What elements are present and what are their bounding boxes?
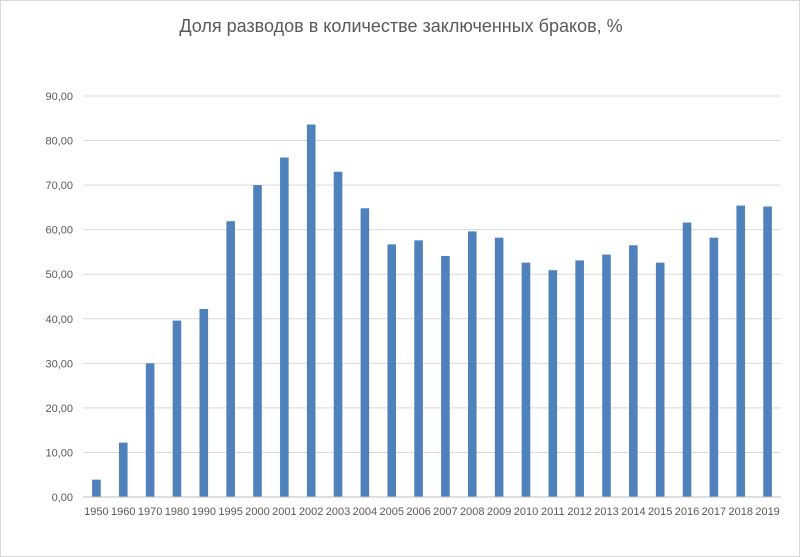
- bar-2013: [602, 254, 611, 497]
- bar-2009: [494, 237, 504, 498]
- x-tick-label: 2017: [702, 506, 726, 518]
- x-tick-label: 2005: [379, 506, 403, 518]
- bars: [92, 124, 772, 498]
- x-axis-tick-labels: 1950 1960 1970 1980 1990 1995 2000 2001 2002 2003…: [84, 506, 780, 518]
- bar-2007: [441, 255, 450, 497]
- x-tick-label: 2001: [272, 506, 296, 518]
- x-tick-label: 2011: [541, 506, 565, 518]
- bar-2018: [736, 205, 746, 497]
- y-tick-label: 20,00: [45, 403, 73, 415]
- bar-2003: [333, 171, 343, 497]
- y-tick-label: 70,00: [45, 180, 73, 192]
- x-tick-label: 2003: [326, 506, 350, 518]
- bar-2006: [414, 240, 423, 498]
- bar-2012: [575, 260, 584, 497]
- x-tick-label: 2019: [755, 506, 779, 518]
- x-tick-label: 2000: [245, 506, 269, 518]
- y-tick-label: 90,00: [45, 91, 73, 103]
- bar-2019: [763, 206, 772, 497]
- x-tick-label: 2010: [514, 506, 538, 518]
- x-tick-label: 2008: [460, 506, 484, 518]
- x-tick-label: 2004: [353, 506, 377, 518]
- gridlines: [83, 95, 781, 453]
- x-tick-label: 2007: [433, 506, 457, 518]
- x-tick-label: 1960: [111, 506, 135, 518]
- bar-2010: [521, 262, 531, 497]
- bar-1960: [118, 442, 128, 497]
- x-tick-label: 1990: [192, 506, 216, 518]
- x-tick-label: 2016: [675, 506, 699, 518]
- bar-2011: [548, 270, 558, 497]
- x-tick-label: 2006: [406, 506, 430, 518]
- bar-1950: [92, 479, 101, 497]
- bar-2002: [306, 124, 316, 497]
- y-axis-tick-labels: 0,00 10,00 20,00 30,00 40,00 50,00 60,00 70,00 8…: [45, 91, 73, 504]
- bar-2001: [280, 157, 289, 497]
- bar-1995: [226, 221, 235, 497]
- y-tick-label: 50,00: [45, 269, 73, 281]
- x-tick-label: 2009: [487, 506, 511, 518]
- bar-1980: [172, 320, 182, 497]
- y-tick-label: 80,00: [45, 136, 73, 148]
- bar-2004: [360, 208, 370, 497]
- x-tick-label: 2002: [299, 506, 323, 518]
- bar-2000: [253, 185, 262, 497]
- x-tick-label: 2014: [621, 506, 645, 518]
- bar-1990: [199, 308, 209, 497]
- x-tick-label: 2015: [648, 506, 672, 518]
- x-tick-label: 1980: [165, 506, 189, 518]
- bar-2017: [709, 237, 719, 498]
- bar-1970: [145, 363, 155, 497]
- bar-2014: [629, 245, 638, 497]
- y-tick-label: 10,00: [45, 447, 73, 459]
- x-tick-label: 1950: [84, 506, 108, 518]
- y-tick-label: 40,00: [45, 314, 73, 326]
- y-tick-label: 60,00: [45, 225, 73, 237]
- x-tick-label: 1995: [218, 506, 242, 518]
- chart-title: Доля разводов в количестве заключенных б…: [179, 16, 622, 36]
- x-tick-label: 1970: [138, 506, 162, 518]
- bar-2016: [682, 222, 692, 497]
- x-tick-label: 2012: [567, 506, 591, 518]
- x-tick-label: 2013: [594, 506, 618, 518]
- bar-2015: [655, 262, 665, 497]
- bar-2008: [467, 231, 477, 497]
- x-tick-label: 2018: [728, 506, 752, 518]
- y-tick-label: 0,00: [52, 492, 73, 504]
- y-tick-label: 30,00: [45, 358, 73, 370]
- bar-2005: [387, 244, 397, 497]
